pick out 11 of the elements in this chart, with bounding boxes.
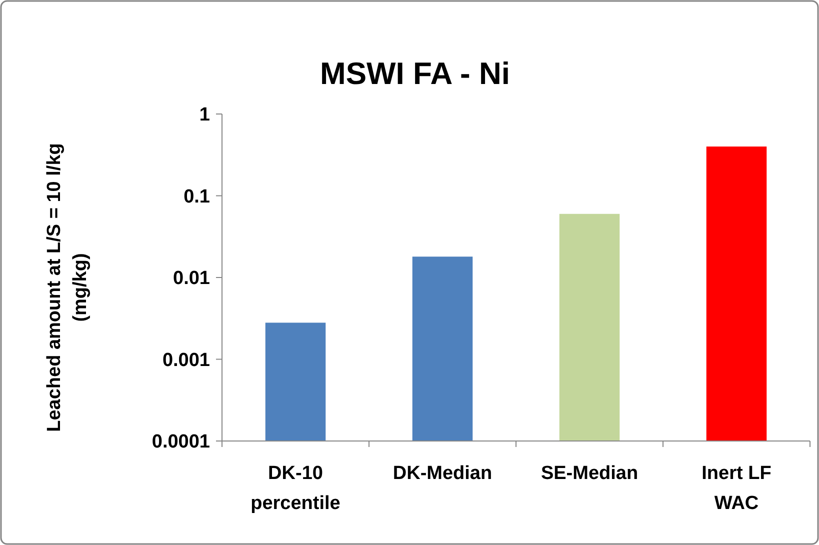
y-axis-title: Leached amount at L/S = 10 l/kg (mg/kg) xyxy=(44,143,91,432)
y-tick-label: 0.01 xyxy=(173,268,210,290)
y-tick-label: 0.0001 xyxy=(152,432,210,453)
y-tick-label: 0.1 xyxy=(184,186,210,208)
x-tick-label: DK-10 percentile xyxy=(250,463,340,514)
x-tick-label: SE-Median xyxy=(540,463,638,484)
y-tick-label: 1 xyxy=(199,104,210,126)
x-tick-label: DK-Median xyxy=(392,463,492,484)
y-tick-label: 0.001 xyxy=(162,350,210,371)
chart-title: MSWI FA - Ni xyxy=(320,56,510,91)
x-tick-label: Inert LF WAC xyxy=(702,463,772,514)
